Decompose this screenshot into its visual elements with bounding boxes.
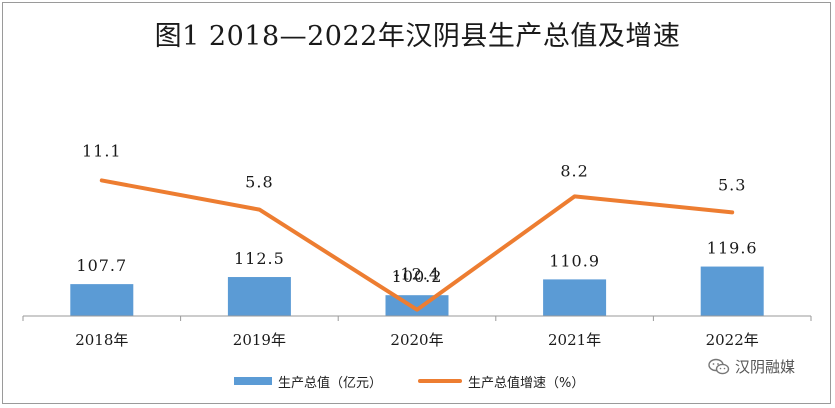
legend-item-bar: 生产总值（亿元）: [234, 372, 382, 391]
x-tick-label-4: 2022年: [706, 331, 759, 349]
x-tick-label-2: 2020年: [390, 331, 443, 349]
legend-label-bar: 生产总值（亿元）: [278, 375, 383, 391]
bar-3: [543, 279, 607, 316]
bar-4: [700, 266, 764, 316]
bar-1: [227, 277, 291, 316]
wechat-icon: [708, 358, 730, 374]
growth-line: [99, 178, 735, 312]
bar-value-label-3: 110.9: [549, 251, 600, 270]
watermark-text: 汉阴融媒: [735, 358, 796, 376]
bar-2: [385, 295, 449, 316]
legend-item-line: 生产总值增速（%）: [418, 372, 584, 391]
bar-0: [70, 284, 134, 316]
bar-value-label-1: 112.5: [234, 249, 285, 268]
x-tick-label-0: 2018年: [75, 331, 128, 349]
legend-swatch-bar: [234, 377, 272, 385]
chart-title: 图1 2018—2022年汉阴县生产总值及增速: [154, 21, 681, 52]
x-tick-label-3: 2021年: [548, 331, 601, 349]
line-value-label-2: -12.4: [394, 265, 440, 284]
bar-value-label-0: 107.7: [76, 256, 127, 275]
x-tick-label-1: 2019年: [233, 331, 286, 349]
line-value-label-0: 11.1: [82, 141, 122, 160]
line-value-label-1: 5.8: [245, 173, 273, 192]
legend-label-line: 生产总值增速（%）: [468, 375, 585, 391]
bar-value-label-2: 100.2: [392, 267, 443, 286]
legend: 生产总值（亿元） 生产总值增速（%）: [234, 371, 620, 391]
line-value-label-3: 8.2: [560, 161, 588, 180]
chart-frame: [2, 2, 831, 404]
watermark: 汉阴融媒: [708, 356, 795, 377]
line-value-label-4: 5.3: [718, 175, 746, 194]
legend-swatch-line: [418, 379, 463, 383]
bar-value-label-4: 119.6: [707, 239, 758, 258]
